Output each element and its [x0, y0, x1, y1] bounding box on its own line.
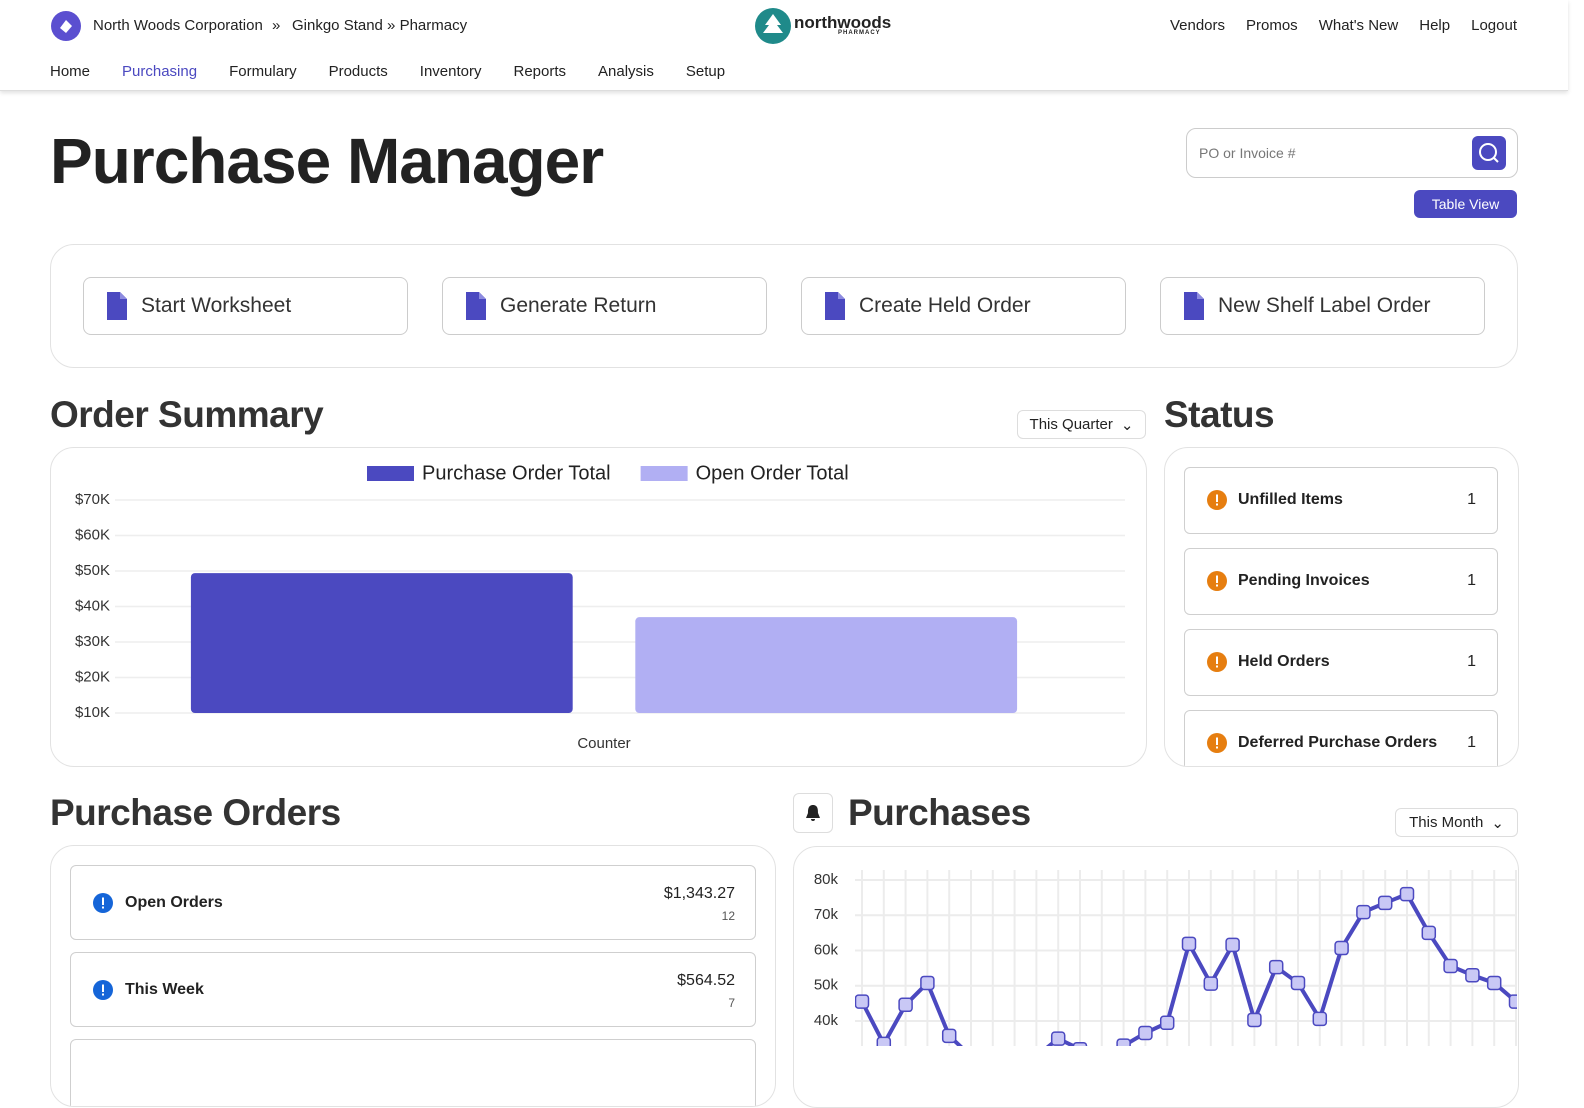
logo-sub: PHARMACY: [838, 30, 881, 36]
order-item[interactable]: This Week $564.52 7: [70, 952, 756, 1027]
top-links: Vendors Promos What's New Help Logout: [1170, 17, 1517, 34]
status-count: 1: [1467, 491, 1476, 508]
period-dropdown[interactable]: This Month ⌄: [1395, 808, 1518, 837]
status-icon: [93, 893, 113, 913]
nav-item[interactable]: Products: [328, 63, 388, 80]
top-link[interactable]: What's New: [1318, 17, 1399, 34]
status-item[interactable]: Held Orders 1: [1184, 629, 1498, 696]
period-label: This Quarter: [1029, 416, 1113, 433]
location[interactable]: Ginkgo Stand » Pharmacy: [292, 17, 468, 34]
search-box[interactable]: PO or Invoice #: [1186, 128, 1518, 178]
status-item[interactable]: Unfilled Items 1: [1184, 467, 1498, 534]
chevron: ⌄: [1120, 416, 1134, 434]
action-label: Generate Return: [500, 294, 657, 317]
purchases-panel: [793, 846, 1519, 1108]
document-icon: [825, 292, 845, 320]
status-icon: [1207, 490, 1227, 510]
purchase-orders-panel: Open Orders $1,343.27 12 This Week $564.52 7: [50, 845, 776, 1107]
order-amount: $564.52: [677, 972, 735, 989]
action-label: Start Worksheet: [141, 294, 292, 317]
nav-item[interactable]: Reports: [513, 63, 567, 80]
order-item[interactable]: Open Orders $1,343.27 12: [70, 865, 756, 940]
status-label: Deferred Purchase Orders: [1238, 734, 1438, 751]
logo-icon: [755, 8, 791, 44]
actions-panel: Start Worksheet Generate Return Create Hel…: [50, 244, 1518, 368]
order-summary-title: Order Summary: [50, 394, 324, 435]
main-nav: Home Purchasing Formulary Products Inventory…: [50, 63, 725, 80]
search-placeholder: PO or Invoice #: [1199, 145, 1296, 161]
document-icon: [466, 292, 486, 320]
order-amount: $1,343.27: [663, 885, 735, 902]
status-label: Unfilled Items: [1238, 491, 1343, 508]
action-button[interactable]: Generate Return: [442, 277, 767, 335]
nav-item[interactable]: Purchasing: [122, 63, 198, 80]
status-count: 1: [1467, 572, 1476, 589]
org-name[interactable]: North Woods Corporation: [93, 17, 263, 34]
status-label: Pending Invoices: [1238, 572, 1370, 589]
purchase-orders-title: Purchase Orders: [50, 792, 341, 833]
nav-item[interactable]: Inventory: [419, 63, 482, 80]
top-link[interactable]: Promos: [1246, 17, 1298, 34]
nav-item[interactable]: Formulary: [229, 63, 297, 80]
order-count: 12: [721, 909, 735, 923]
separator: »: [272, 17, 281, 34]
action-button[interactable]: Start Worksheet: [83, 277, 408, 335]
order-label: This Week: [125, 981, 204, 998]
order-label: Open Orders: [125, 894, 223, 911]
period-label: This Month: [1409, 814, 1484, 831]
nav-item[interactable]: Analysis: [598, 63, 654, 80]
header: North Woods Corporation » Ginkgo Stand »…: [0, 0, 1568, 91]
page-title: Purchase Manager: [50, 125, 604, 197]
action-button[interactable]: New Shelf Label Order: [1160, 277, 1485, 335]
document-icon: [1184, 292, 1204, 320]
status-panel: Unfilled Items 1 Pending Invoices 1 Held Ord…: [1164, 447, 1519, 767]
order-item[interactable]: [70, 1039, 756, 1106]
status-icon: [1207, 571, 1227, 591]
bell-icon: [806, 805, 820, 821]
order-count: 7: [728, 996, 735, 1010]
action-label: Create Held Order: [859, 294, 1031, 317]
purchases-title: Purchases: [848, 792, 1031, 833]
status-icon: [93, 980, 113, 1000]
nav-item[interactable]: Home: [50, 63, 91, 80]
nav-item[interactable]: Setup: [685, 63, 726, 80]
status-count: 1: [1467, 653, 1476, 670]
table-view-button[interactable]: Table View: [1414, 190, 1517, 218]
status-item[interactable]: Pending Invoices 1: [1184, 548, 1498, 615]
logo-text: northwoods: [794, 13, 892, 32]
document-icon: [107, 292, 127, 320]
status-label: Held Orders: [1238, 653, 1330, 670]
order-summary-panel: [50, 447, 1147, 767]
action-button[interactable]: Create Held Order: [801, 277, 1126, 335]
top-link[interactable]: Vendors: [1169, 17, 1225, 34]
org-icon: [51, 11, 81, 41]
bell-button[interactable]: [793, 793, 833, 833]
action-label: New Shelf Label Order: [1218, 294, 1431, 317]
status-item[interactable]: Deferred Purchase Orders 1: [1184, 710, 1498, 766]
top-link[interactable]: Help: [1419, 17, 1451, 34]
period-dropdown[interactable]: This Quarter ⌄: [1017, 410, 1146, 439]
top-link[interactable]: Logout: [1471, 17, 1517, 34]
status-count: 1: [1467, 734, 1476, 751]
status-icon: [1207, 652, 1227, 672]
status-title: Status: [1164, 394, 1275, 435]
chevron: ⌄: [1491, 814, 1504, 832]
status-icon: [1207, 733, 1227, 753]
search-button[interactable]: [1472, 136, 1506, 170]
